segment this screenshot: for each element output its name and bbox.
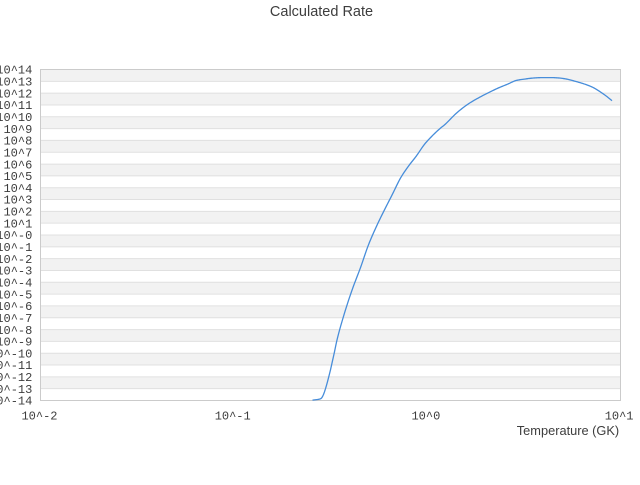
svg-text:10^13: 10^13	[0, 76, 32, 90]
svg-text:10^-10: 10^-10	[0, 347, 32, 361]
svg-text:10^-7: 10^-7	[0, 312, 32, 326]
svg-text:10^4: 10^4	[3, 182, 32, 196]
svg-text:10^-3: 10^-3	[0, 265, 32, 279]
svg-text:10^-9: 10^-9	[0, 336, 32, 350]
svg-text:10^-14: 10^-14	[0, 395, 32, 409]
svg-text:Temperature (GK): Temperature (GK)	[517, 423, 619, 438]
svg-text:10^-12: 10^-12	[0, 371, 32, 385]
svg-text:10^-13: 10^-13	[0, 383, 32, 397]
svg-text:10^-5: 10^-5	[0, 288, 32, 302]
svg-text:10^10: 10^10	[0, 111, 32, 125]
svg-text:10^9: 10^9	[3, 123, 32, 137]
svg-text:10^-0: 10^-0	[0, 229, 32, 243]
svg-text:10^0: 10^0	[411, 410, 440, 424]
svg-text:10^14: 10^14	[0, 64, 32, 78]
svg-text:10^1: 10^1	[605, 410, 634, 424]
svg-text:10^2: 10^2	[3, 206, 32, 220]
svg-text:10^-1: 10^-1	[0, 241, 32, 255]
svg-text:10^-1: 10^-1	[215, 410, 251, 424]
svg-text:10^-6: 10^-6	[0, 300, 32, 314]
svg-text:10^7: 10^7	[3, 146, 32, 160]
svg-text:10^3: 10^3	[3, 194, 32, 208]
svg-text:10^5: 10^5	[3, 170, 32, 184]
svg-text:10^-2: 10^-2	[21, 410, 57, 424]
svg-text:10^-11: 10^-11	[0, 359, 32, 373]
svg-text:10^1: 10^1	[3, 217, 32, 231]
svg-text:10^11: 10^11	[0, 99, 32, 113]
svg-text:10^8: 10^8	[3, 135, 32, 149]
svg-text:10^-2: 10^-2	[0, 253, 32, 267]
svg-text:10^-4: 10^-4	[0, 276, 32, 290]
svg-text:Calculated Rate: Calculated Rate	[270, 4, 373, 20]
svg-text:10^12: 10^12	[0, 87, 32, 101]
svg-text:10^-8: 10^-8	[0, 324, 32, 338]
svg-text:10^6: 10^6	[3, 158, 32, 172]
